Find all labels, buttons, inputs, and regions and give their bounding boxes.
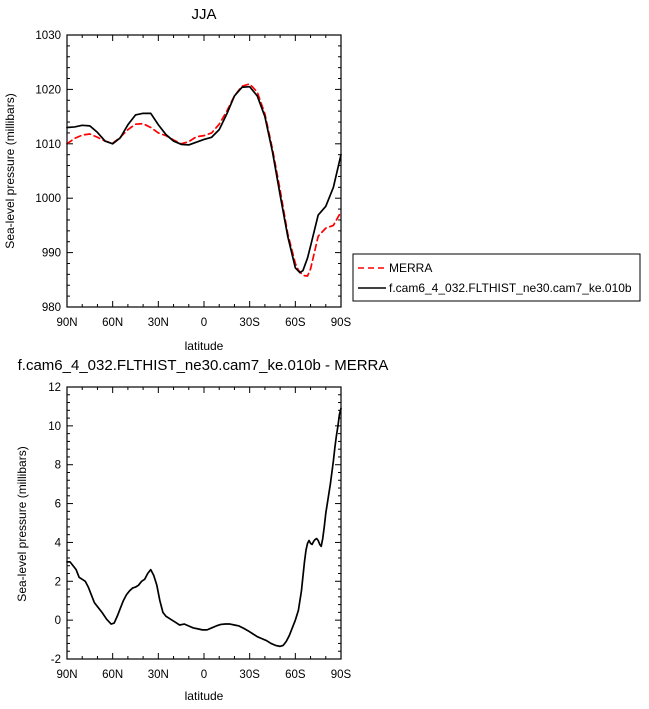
top-panel: JJA Sea-level pressure (millibars) latit… [3, 6, 352, 353]
top-x-tick-label: 90N [56, 317, 77, 329]
top-y-tick-label: 1010 [35, 139, 61, 151]
bottom-axis-ticks: 90N 60N 30N 0 30S 60S 90S -2 0 2 4 6 8 10 12 [48, 382, 351, 681]
bottom-series-group [66, 407, 342, 648]
top-y-tick-label: 990 [42, 248, 61, 260]
bottom-y-tick-label: 6 [55, 499, 61, 511]
bottom-series-line-0 [66, 407, 342, 648]
legend: MERRA f.cam6_4_032.FLTHIST_ne30.cam7_ke.… [352, 253, 641, 302]
legend-box [352, 253, 641, 302]
bottom-y-tick-label: 0 [55, 615, 61, 627]
top-x-tick-label: 60S [285, 317, 306, 329]
top-x-axis-label: latitude [185, 339, 224, 353]
bottom-y-tick-label: 10 [48, 421, 61, 433]
bottom-chart-title: f.cam6_4_032.FLTHIST_ne30.cam7_ke.010b -… [18, 357, 389, 374]
bottom-y-tick-label: 12 [48, 382, 61, 394]
top-y-tick-label: 1030 [35, 30, 61, 42]
top-plot-frame [66, 34, 342, 308]
top-x-tick-label: 30S [239, 317, 260, 329]
top-x-tick-label: 60N [102, 317, 123, 329]
bottom-x-axis-label: latitude [185, 689, 224, 703]
bottom-y-axis-label: Sea-level pressure (millibars) [15, 446, 29, 601]
bottom-x-tick-label: 30N [148, 669, 169, 681]
top-x-tick-label: 90S [331, 317, 352, 329]
bottom-x-tick-label: 90N [56, 669, 77, 681]
bottom-y-tick-label: 8 [55, 460, 61, 472]
legend-merra-label: MERRA [389, 261, 432, 275]
legend-model-label: f.cam6_4_032.FLTHIST_ne30.cam7_ke.010b [389, 281, 632, 295]
bottom-plot-frame [66, 386, 342, 660]
bottom-x-tick-label: 60S [285, 669, 306, 681]
top-series-group [66, 83, 342, 277]
bottom-x-tick-label: 0 [201, 669, 207, 681]
bottom-y-tick-label: 2 [55, 576, 61, 588]
bottom-y-tick-label: -2 [51, 654, 61, 666]
top-y-tick-label: 1000 [35, 193, 61, 205]
top-axis-ticks: 90N 60N 30N 0 30S 60S 90S 980 990 1000 1010 1020 103… [35, 30, 351, 329]
top-y-tick-label: 1020 [35, 84, 61, 96]
bottom-y-tick-label: 4 [55, 537, 62, 549]
top-chart-title: JJA [191, 6, 216, 23]
top-x-tick-label: 0 [201, 317, 207, 329]
top-series-line-f-cam6-4-032-flthist-ne30-cam7-ke-010b [66, 85, 342, 274]
bottom-x-tick-label: 60N [102, 669, 123, 681]
bottom-x-tick-label: 90S [331, 669, 352, 681]
top-y-tick-label: 980 [42, 302, 61, 314]
bottom-panel: f.cam6_4_032.FLTHIST_ne30.cam7_ke.010b -… [15, 357, 388, 703]
top-series-line-merra [66, 83, 342, 277]
top-x-tick-label: 30N [148, 317, 169, 329]
top-y-axis-label: Sea-level pressure (millibars) [3, 93, 17, 248]
bottom-x-tick-label: 30S [239, 669, 260, 681]
